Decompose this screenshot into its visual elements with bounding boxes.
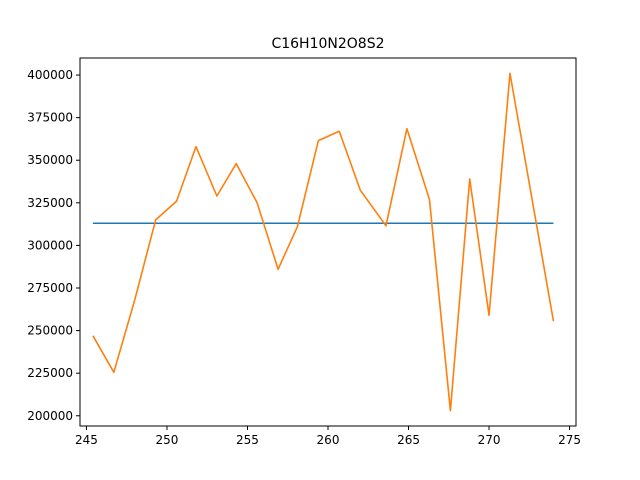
chart-title: C16H10N2O8S2 [271, 36, 384, 52]
x-tick-label: 260 [317, 433, 340, 447]
y-tick-label: 375000 [27, 111, 73, 125]
y-tick-label: 350000 [27, 153, 73, 167]
x-tick-label: 250 [156, 433, 179, 447]
y-tick-label: 250000 [27, 324, 73, 338]
x-tick-label: 245 [75, 433, 98, 447]
x-tick-label: 275 [558, 433, 581, 447]
series-line-2 [92, 72, 555, 412]
x-axis: 245 250 255 260 265 270 275 [75, 426, 581, 447]
x-tick-label: 255 [236, 433, 259, 447]
y-tick-label: 200000 [27, 409, 73, 423]
y-tick-label: 400000 [27, 68, 73, 82]
series-layer [92, 72, 555, 412]
y-axis: 200000 225000 250000 275000 300000 325000 3500… [27, 68, 80, 423]
y-tick-label: 300000 [27, 238, 73, 252]
y-tick-label: 325000 [27, 196, 73, 210]
y-tick-label: 225000 [27, 366, 73, 380]
plot-frame [79, 57, 577, 427]
y-tick-label: 275000 [27, 281, 73, 295]
x-tick-label: 265 [397, 433, 420, 447]
x-tick-label: 270 [478, 433, 501, 447]
